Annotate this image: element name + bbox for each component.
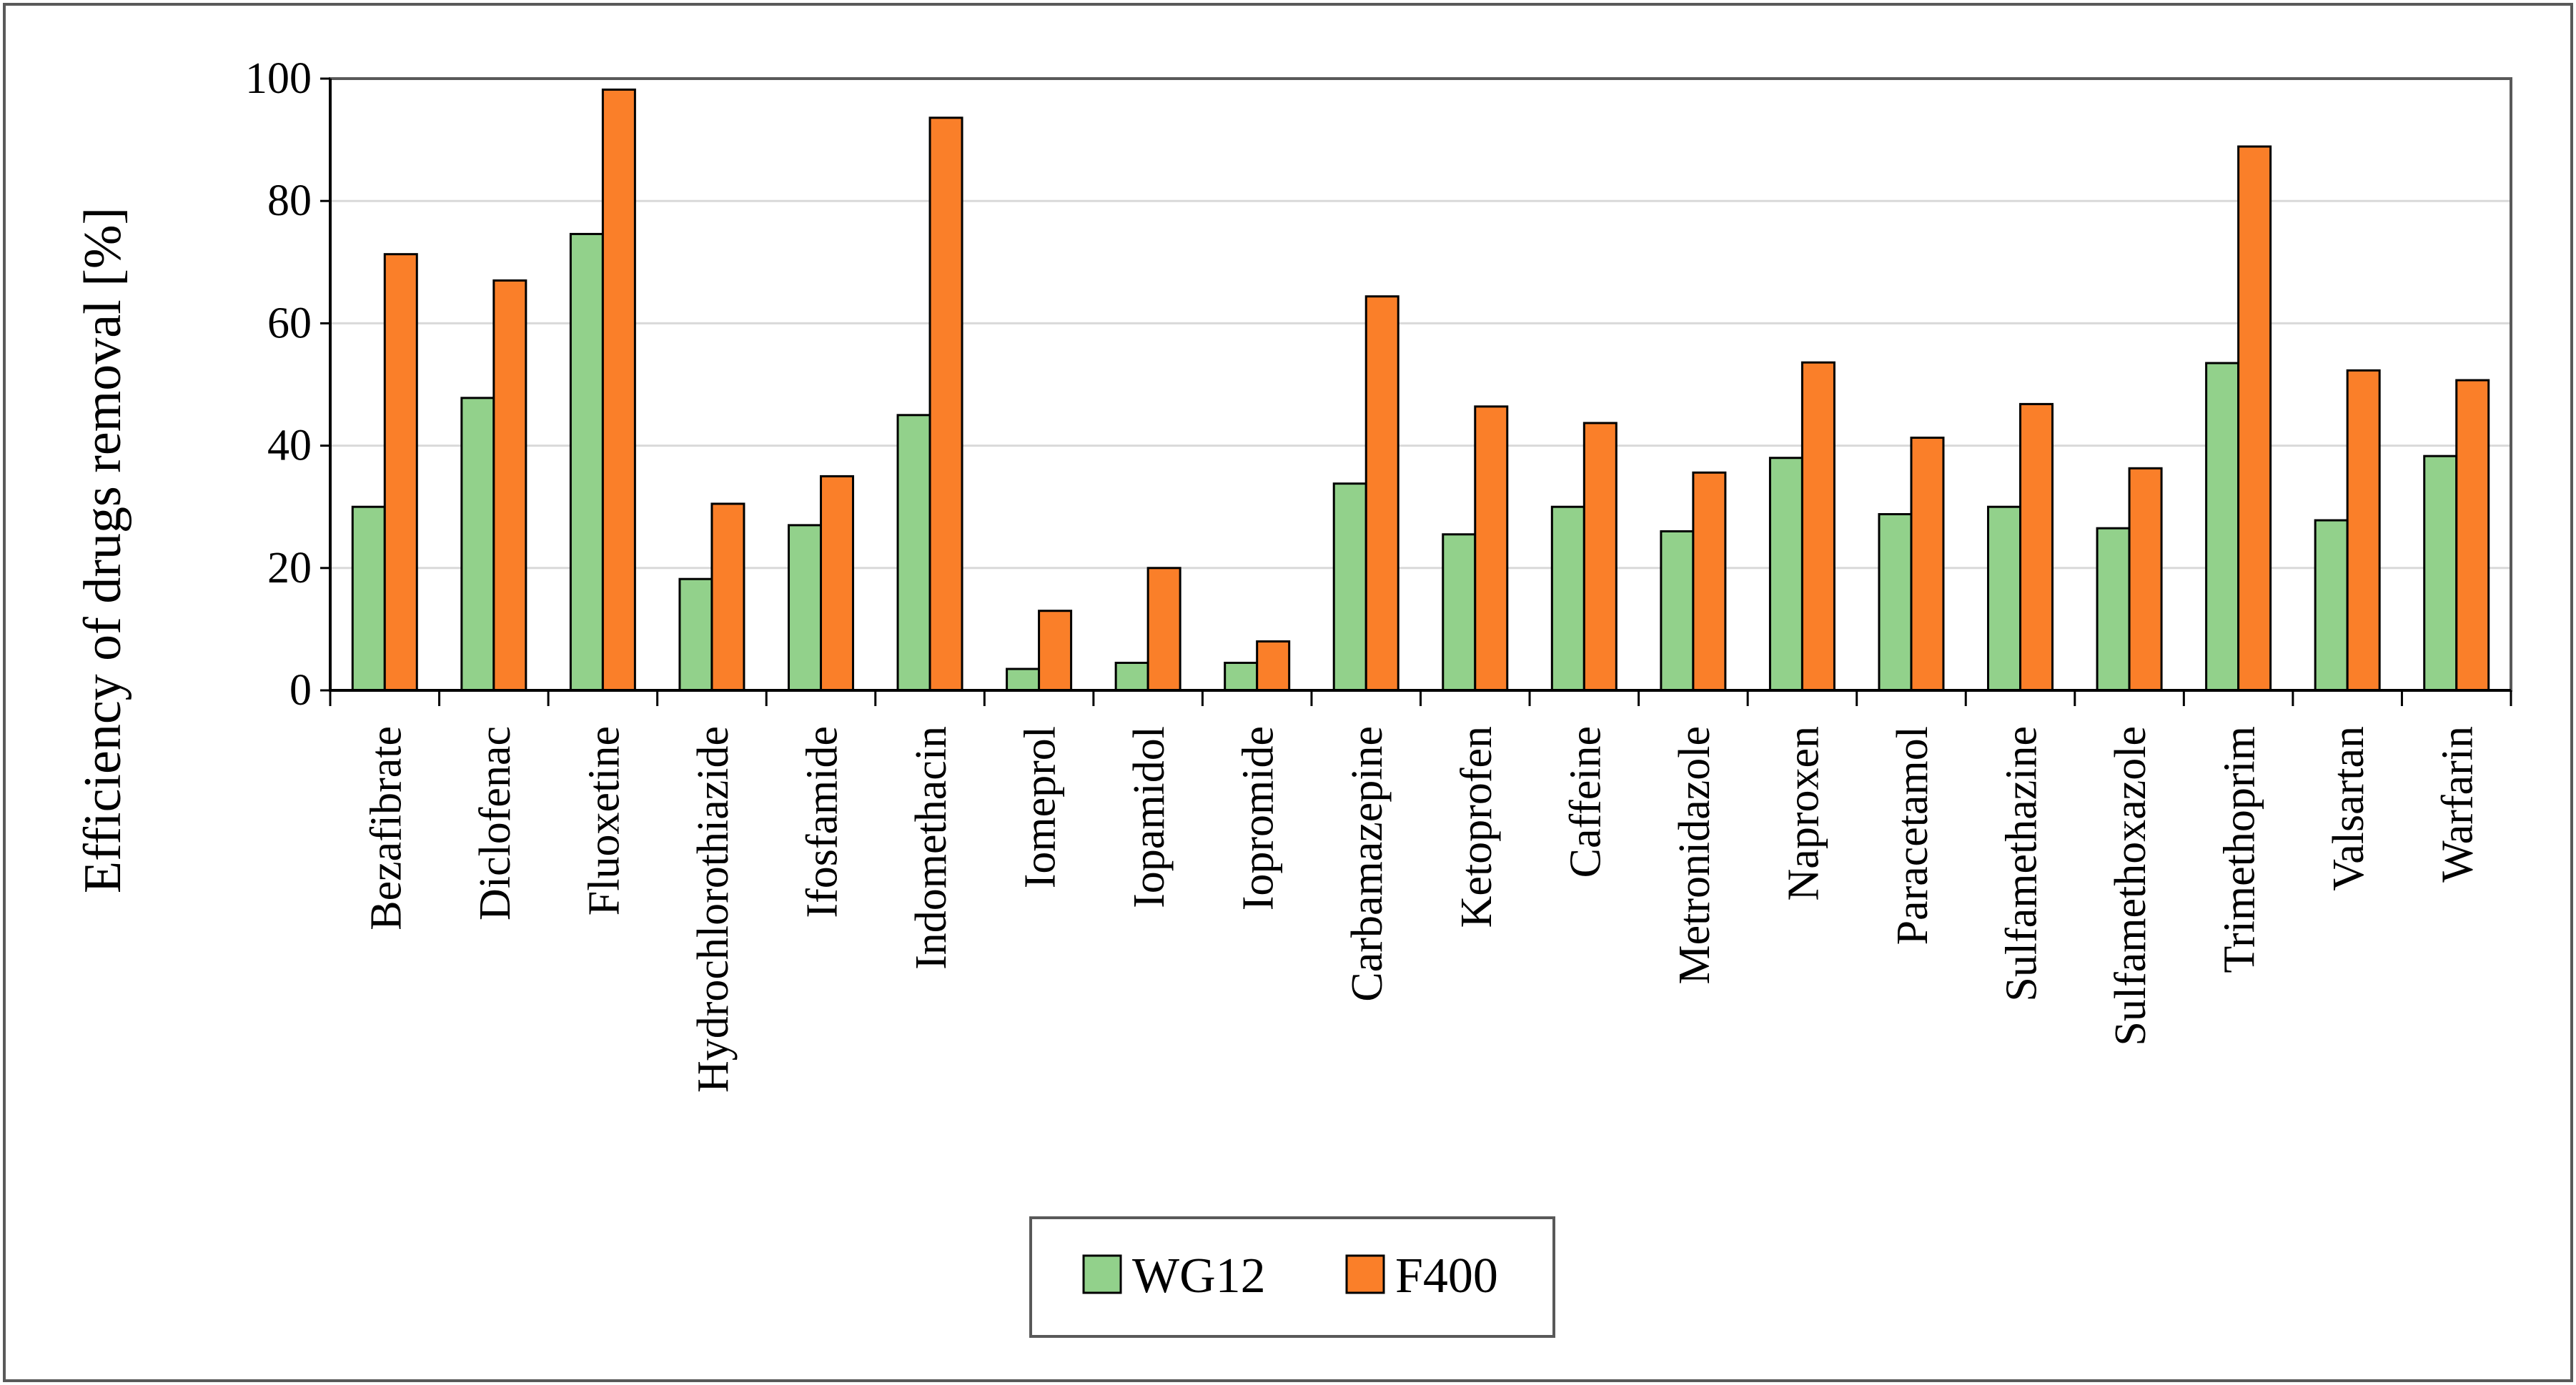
bar-f400-iopromide — [1256, 640, 1291, 692]
bar-f400-ketoprofen — [1474, 405, 1509, 692]
bar-wg12-iopamidol — [1114, 661, 1149, 692]
bar-wg12-iomeprol — [1006, 667, 1041, 692]
bar-wg12-warfarin — [2423, 455, 2458, 692]
bar-f400-ifosfamide — [819, 475, 854, 692]
x-tick-label-bezafibrate: Bezafibrate — [362, 726, 410, 930]
axes — [320, 77, 2512, 706]
bar-wg12-carbamazepine — [1332, 482, 1367, 692]
legend-swatch-wg12 — [1082, 1254, 1122, 1294]
x-tick-label-warfarin: Warfarin — [2434, 726, 2482, 883]
x-tick-label-naproxen: Naproxen — [1779, 726, 1828, 900]
x-tick-label-caffeine: Caffeine — [1561, 726, 1610, 878]
x-tick-label-paracetamol: Paracetamol — [1888, 726, 1937, 945]
bar-wg12-diclofenac — [460, 397, 495, 692]
legend-label-wg12: WG12 — [1132, 1249, 1266, 1304]
bar-f400-sulfamethazine — [2019, 402, 2054, 692]
bar-f400-hydrochlorothiazide — [710, 502, 745, 692]
x-tick-label-ifosfamide: Ifosfamide — [798, 726, 846, 918]
x-tick-label-sulfamethazine: Sulfamethazine — [1998, 726, 2046, 1002]
y-tick-label: 60 — [267, 299, 312, 347]
y-tick-label: 0 — [289, 666, 312, 715]
bar-wg12-sulfamethoxazole — [2096, 527, 2131, 692]
y-tick-label: 100 — [245, 54, 312, 103]
bar-f400-carbamazepine — [1364, 295, 1400, 692]
bar-f400-trimethoprim — [2237, 145, 2272, 692]
bars — [351, 88, 2490, 692]
chart-frame — [3, 3, 2573, 1382]
bar-f400-diclofenac — [492, 279, 527, 692]
bar-f400-naproxen — [1800, 361, 1836, 692]
y-tick-label: 40 — [267, 422, 312, 470]
x-tick-label-diclofenac: Diclofenac — [471, 726, 520, 920]
bar-wg12-metronidazole — [1660, 530, 1695, 692]
bar-wg12-ifosfamide — [787, 524, 822, 692]
bar-f400-paracetamol — [1910, 436, 1945, 692]
x-tick-label-ketoprofen: Ketoprofen — [1452, 726, 1501, 928]
bar-wg12-hydrochlorothiazide — [678, 577, 713, 692]
bar-wg12-trimethoprim — [2205, 362, 2240, 692]
bar-wg12-ketoprofen — [1442, 533, 1477, 692]
bar-wg12-paracetamol — [1878, 512, 1913, 692]
x-tick-label-iomeprol: Iomeprol — [1016, 726, 1065, 888]
x-tick-label-iopromide: Iopromide — [1234, 726, 1283, 910]
legend: WG12 F400 — [1029, 1216, 1555, 1338]
bar-wg12-iopromide — [1224, 661, 1259, 692]
x-tick-label-carbamazepine: Carbamazepine — [1343, 726, 1392, 1002]
bar-f400-warfarin — [2455, 379, 2490, 692]
bar-wg12-indomethacin — [896, 414, 931, 692]
bar-wg12-bezafibrate — [351, 505, 386, 692]
bar-f400-metronidazole — [1692, 471, 1727, 692]
bar-f400-fluoxetine — [601, 88, 636, 692]
y-axis-title: Efficiency of drugs removal [%] — [74, 207, 132, 893]
bar-wg12-fluoxetine — [569, 232, 604, 692]
legend-swatch-f400 — [1345, 1254, 1385, 1294]
x-tick-label-iopamidol: Iopamidol — [1125, 726, 1174, 908]
legend-label-f400: F400 — [1395, 1249, 1498, 1304]
bar-f400-sulfamethoxazole — [2128, 467, 2163, 692]
bar-f400-bezafibrate — [383, 253, 418, 692]
x-tick-label-metronidazole: Metronidazole — [1670, 726, 1719, 985]
x-tick-label-sulfamethoxazole: Sulfamethoxazole — [2106, 726, 2155, 1046]
bar-f400-iomeprol — [1038, 610, 1073, 692]
bar-wg12-valsartan — [2314, 519, 2349, 692]
x-tick-label-hydrochlorothiazide: Hydrochlorothiazide — [689, 726, 738, 1093]
y-tick-label: 80 — [267, 177, 312, 225]
bar-wg12-caffeine — [1550, 505, 1585, 692]
x-tick-label-trimethoprim: Trimethoprim — [2216, 726, 2264, 973]
bar-f400-valsartan — [2346, 369, 2381, 692]
bar-f400-iopamidol — [1146, 567, 1182, 692]
bar-wg12-sulfamethazine — [1987, 505, 2022, 692]
y-tick-labels: 0 20 40 60 80 100 — [245, 54, 312, 715]
x-tick-label-valsartan: Valsartan — [2324, 726, 2373, 891]
x-tick-labels: Bezafibrate Diclofenac Fluoxetine Hydrochlo… — [362, 726, 2482, 1093]
y-tick-label: 20 — [267, 544, 312, 592]
bar-wg12-naproxen — [1768, 457, 1803, 692]
x-tick-label-fluoxetine: Fluoxetine — [580, 726, 628, 915]
bar-f400-indomethacin — [928, 116, 963, 692]
bar-f400-caffeine — [1582, 422, 1618, 692]
x-tick-label-indomethacin: Indomethacin — [907, 726, 956, 970]
